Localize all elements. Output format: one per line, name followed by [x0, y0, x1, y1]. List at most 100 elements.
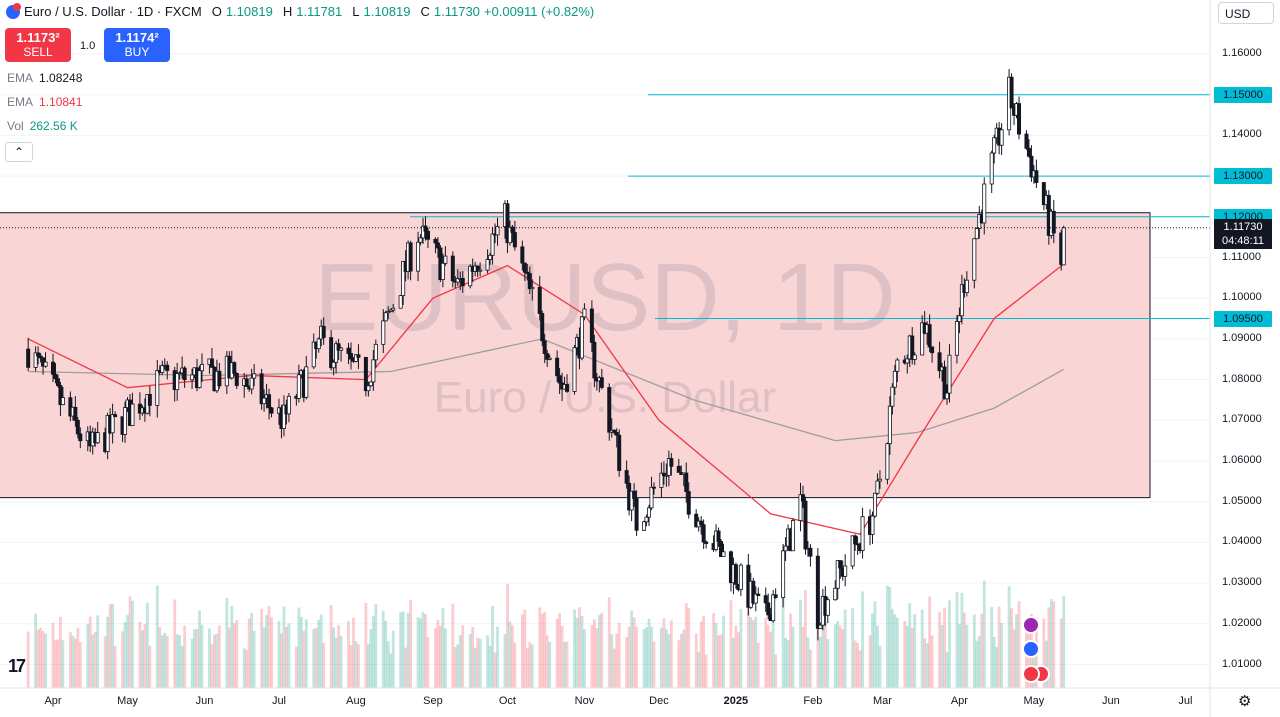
candle-body [475, 265, 480, 272]
volume-bar [108, 604, 112, 688]
volume-bar [1015, 614, 1018, 688]
price-tick-label: 1.10000 [1222, 291, 1262, 304]
time-tick-label: Jul [271, 695, 286, 707]
candle-body [877, 478, 882, 482]
volume-bar [337, 625, 340, 688]
volume-bar [823, 621, 827, 688]
candle-body [522, 262, 527, 273]
volume-bar [401, 611, 405, 688]
volume-bar [525, 648, 529, 688]
volume-bar [34, 613, 38, 688]
indicator-volume[interactable]: Vol 262.56 K [7, 119, 78, 133]
volume-bar [635, 626, 638, 688]
globe-icon[interactable] [1022, 640, 1040, 658]
volume-bar [44, 633, 47, 688]
volume-bar [476, 637, 480, 688]
volume-bar [943, 607, 946, 688]
candle-body [160, 365, 165, 373]
candle-body [244, 378, 249, 387]
volume-bar [294, 646, 298, 688]
candle-body [582, 308, 587, 318]
candle-body [972, 238, 977, 281]
sell-button[interactable]: 1.1173² SELL [5, 28, 71, 62]
volume-bar [756, 642, 760, 688]
candle-body [356, 354, 361, 358]
currency-select[interactable]: USD [1218, 2, 1274, 24]
tradingview-logo[interactable]: 17 [8, 656, 26, 676]
volume-bar [590, 624, 594, 688]
candle-body [927, 324, 932, 348]
volume-bar [662, 618, 666, 688]
volume-bar [461, 625, 465, 688]
buy-button[interactable]: 1.1174² BUY [104, 28, 170, 62]
volume-bar [913, 614, 917, 688]
volume-bar [895, 617, 899, 688]
current-price: 1.11730 [1223, 221, 1263, 233]
volume-bar [583, 629, 586, 688]
candle-body [175, 373, 180, 391]
volume-bar [282, 606, 286, 688]
volume-bar [751, 620, 755, 688]
volume-bar [645, 627, 648, 688]
lightning-icon[interactable] [1022, 616, 1040, 634]
symbol-title[interactable]: Euro / U.S. Dollar · 1D · FXCM [24, 4, 202, 19]
volume-bar [86, 623, 90, 688]
volume-bar [314, 627, 318, 688]
volume-bar [453, 647, 457, 688]
volume-bar [190, 638, 194, 688]
us-flag-icon[interactable] [1022, 665, 1040, 683]
settings-gear-icon[interactable]: ⚙ [1238, 693, 1252, 710]
candle-body [803, 500, 808, 550]
close-value: 1.11730 [433, 4, 480, 19]
candle-body [957, 315, 962, 323]
time-tick-label: Mar [872, 695, 892, 707]
volume-bar [764, 617, 768, 688]
volume-bar [754, 616, 758, 688]
candle-body [642, 521, 647, 531]
candle-body [661, 472, 666, 476]
quantity-field[interactable]: 1.0 [80, 40, 96, 52]
candle-body [190, 374, 195, 381]
candle-body [267, 394, 272, 409]
candle-body [617, 434, 622, 471]
time-tick-label: Jun [195, 695, 214, 707]
volume-bar [647, 618, 651, 688]
volume-bar [739, 608, 743, 688]
candle-body [808, 547, 813, 557]
candle-body [259, 373, 264, 405]
volume-bar [791, 626, 795, 688]
volume-bar [664, 629, 668, 688]
bar-countdown: 04:48:11 [1221, 235, 1264, 247]
volume-bar [506, 583, 509, 688]
volume-bar [381, 610, 385, 688]
candle-body [887, 405, 892, 445]
collapse-indicators-button[interactable]: ⌃ [5, 142, 33, 162]
volume-bar [958, 624, 961, 688]
volume-bar [617, 622, 621, 688]
candle-body [478, 269, 483, 272]
volume-bar [836, 621, 840, 688]
volume-bar [573, 609, 576, 688]
indicator-ema-fast[interactable]: EMA 1.10841 [7, 95, 82, 109]
price-tick-label: 1.06000 [1222, 454, 1262, 466]
candle-body [33, 352, 38, 368]
volume-bar [178, 635, 182, 688]
volume-bar [242, 648, 246, 688]
price-tick-label: 1.09000 [1222, 331, 1262, 344]
chevron-up-icon: ⌃ [13, 145, 25, 159]
candle-body [316, 338, 321, 350]
volume-bar [61, 640, 65, 688]
indicator-ema-slow[interactable]: EMA 1.08248 [7, 71, 82, 85]
volume-bar [650, 626, 653, 688]
sell-label: SELL [23, 45, 53, 59]
volume-bar [262, 627, 266, 688]
volume-bar [297, 607, 301, 688]
candle-body [719, 541, 724, 557]
volume-bar [36, 629, 40, 688]
candle-body [930, 346, 935, 354]
volume-bar [88, 616, 92, 688]
indicator-name: EMA [7, 71, 34, 85]
volume-bar [1059, 618, 1063, 688]
volume-bar [630, 610, 634, 688]
